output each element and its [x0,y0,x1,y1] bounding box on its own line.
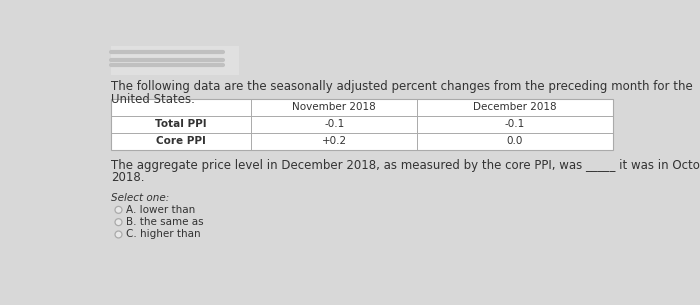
Text: 2018.: 2018. [111,171,144,184]
Text: +0.2: +0.2 [322,136,346,146]
Circle shape [115,231,122,238]
Bar [111,46,239,75]
Text: 0.0: 0.0 [507,136,523,146]
Text: Select one:: Select one: [111,193,169,203]
Text: -0.1: -0.1 [505,119,525,129]
Text: The aggregate price level in December 2018, as measured by the core PPI, was ___: The aggregate price level in December 20… [111,159,700,172]
Text: Total PPI: Total PPI [155,119,207,129]
Text: The following data are the seasonally adjusted percent changes from the precedin: The following data are the seasonally ad… [111,81,692,94]
Text: B. the same as: B. the same as [126,217,204,227]
Circle shape [115,206,122,213]
Text: Core PPI: Core PPI [156,136,206,146]
Text: United States.: United States. [111,93,195,106]
Text: A. lower than: A. lower than [126,205,195,215]
Circle shape [115,219,122,226]
Text: C. higher than: C. higher than [126,229,201,239]
Text: December 2018: December 2018 [473,102,556,113]
Text: November 2018: November 2018 [293,102,376,113]
Bar [111,99,613,150]
Text: -0.1: -0.1 [324,119,344,129]
